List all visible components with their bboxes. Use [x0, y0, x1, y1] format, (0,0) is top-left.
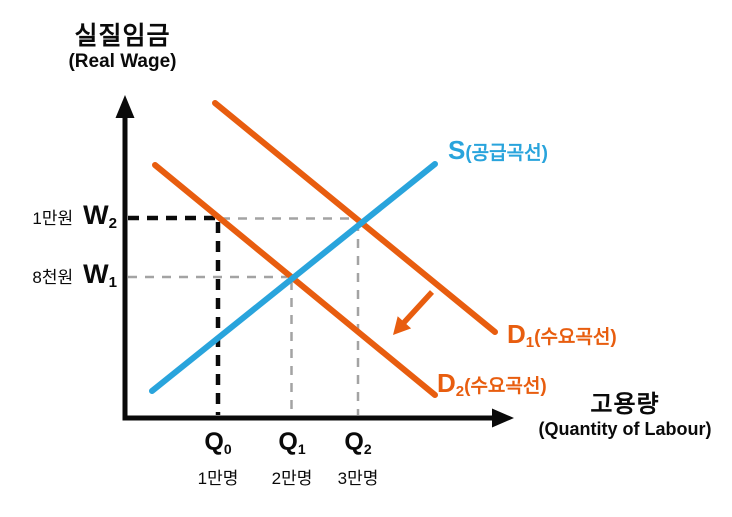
- wage-value-w1: 8천원: [32, 268, 74, 287]
- wage-tick-w2: 1만원 W2: [32, 200, 117, 232]
- supply-curve-label: S(공급곡선): [448, 135, 548, 165]
- demand-curve-d1: [212, 100, 498, 335]
- demand-shift-arrow-shaft: [401, 290, 435, 325]
- supply-curve: [149, 161, 438, 394]
- quantity-symbol-q2: Q2: [344, 428, 372, 457]
- quantity-symbol-q1: Q1: [278, 428, 306, 457]
- x-axis-title: 고용량 (Quantity of Labour): [518, 391, 732, 440]
- y-axis-title-english: (Real Wage): [68, 50, 177, 72]
- quantity-symbol-q0: Q0: [204, 428, 232, 457]
- quantity-tick-q1: Q1 2만명: [247, 428, 337, 489]
- wage-tick-w1: 8천원 W1: [32, 259, 117, 291]
- x-axis-title-english: (Quantity of Labour): [538, 418, 712, 439]
- x-axis-arrow-icon: [492, 408, 514, 428]
- demand-shift-arrow-head-icon: [393, 316, 412, 335]
- y-axis-title-korean: 실질임금: [74, 22, 171, 50]
- x-axis-title-korean: 고용량: [590, 391, 660, 418]
- y-axis-title: 실질임금 (Real Wage): [30, 22, 215, 74]
- demand-curve-2-label: D2(수요곡선): [437, 368, 547, 401]
- quantity-value-q0: 1만명: [197, 469, 239, 488]
- quantity-tick-q2: Q2 3만명: [313, 428, 403, 489]
- demand-curve-1-label: D1(수요곡선): [507, 319, 617, 352]
- quantity-value-q1: 2만명: [271, 469, 313, 488]
- wage-symbol-w2: W2: [83, 200, 117, 233]
- wage-value-w2: 1만원: [32, 209, 74, 228]
- quantity-tick-q0: Q0 1만명: [173, 428, 263, 489]
- quantity-value-q2: 3만명: [337, 469, 379, 488]
- wage-symbol-w1: W1: [83, 259, 117, 292]
- y-axis-arrow-icon: [115, 95, 135, 118]
